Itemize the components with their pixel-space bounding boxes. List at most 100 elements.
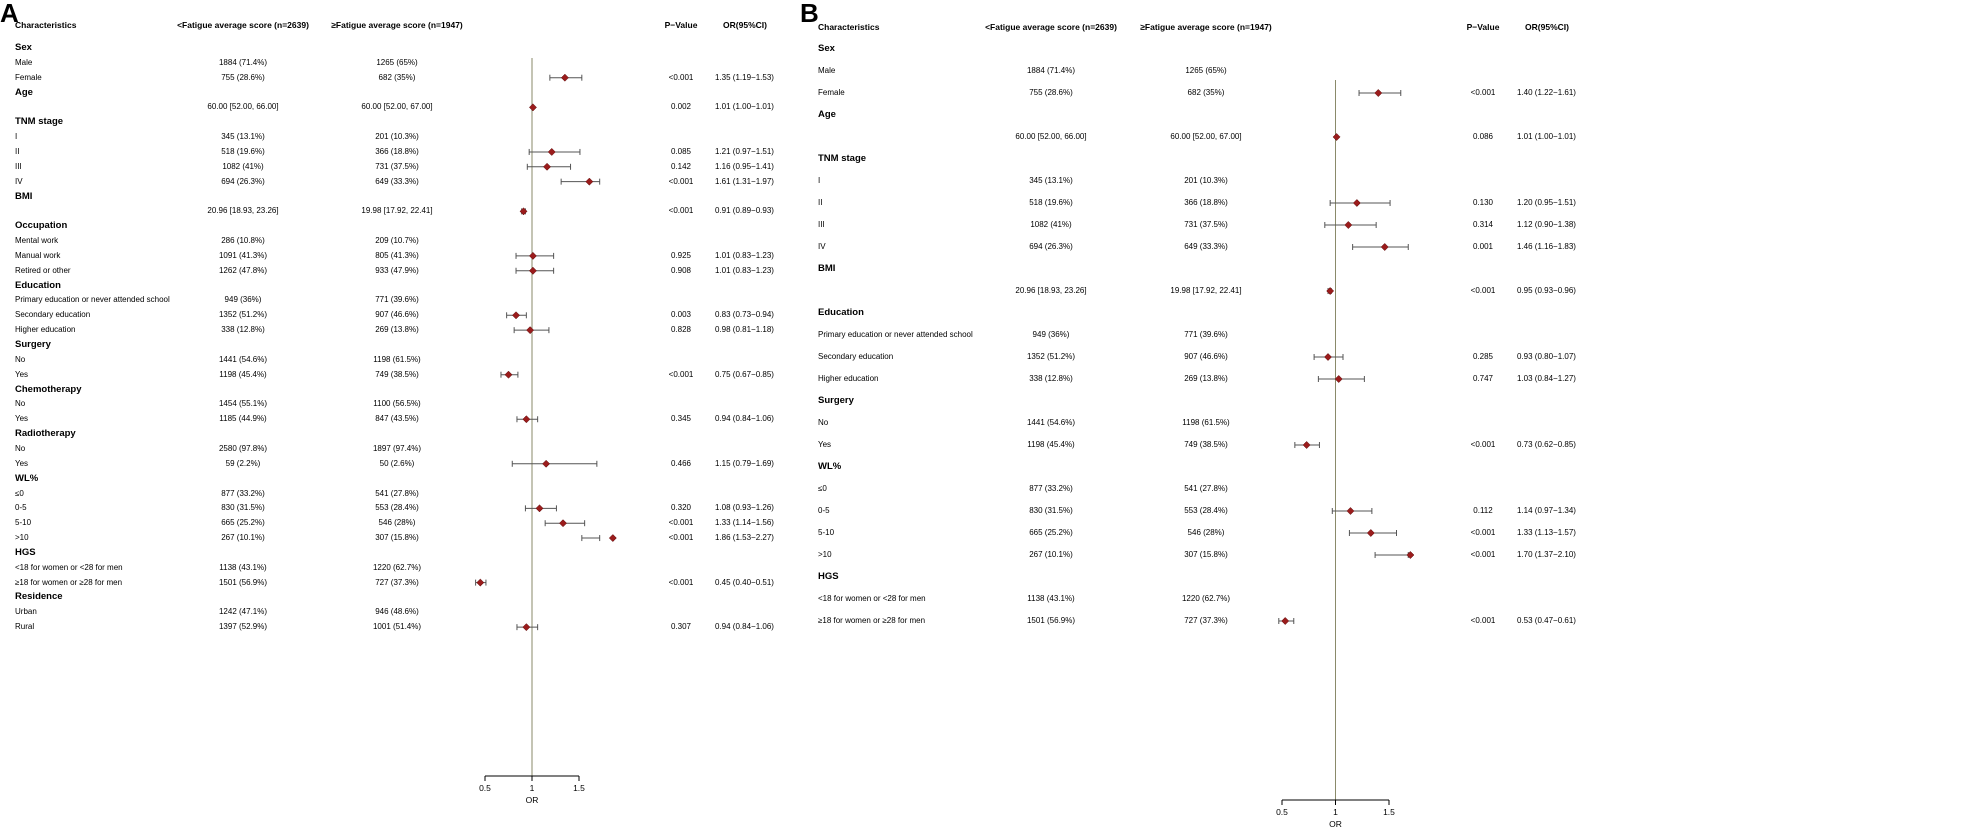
or-point-marker [512,311,520,320]
table-row: Female 755 (28.6%) 682 (35%) <0.001 1.35 (1.… [0,71,790,85]
row-label: 5-10 [15,518,32,528]
or-point-marker [1334,375,1343,383]
low-fatigue-value: 1082 (41%) [1030,220,1072,229]
section-label: Residence [15,591,63,603]
high-fatigue-value: 553 (28.4%) [1184,506,1228,515]
or-ci-value: 0.53 (0.47−0.61) [1517,616,1576,625]
high-fatigue-value: 1001 (51.4%) [372,622,422,632]
low-fatigue-value: 1397 (52.9%) [218,622,268,632]
table-row: I 345 (13.1%) 201 (10.3%) [800,174,1968,188]
row-label: Female [15,72,42,82]
p-value: 0.320 [670,503,692,513]
row-label: No [818,418,829,427]
panel-a: A Characteristics <Fatigue average score (… [0,0,790,830]
high-fatigue-value: 1265 (65%) [376,57,418,67]
p-value: <0.001 [668,206,694,216]
table-row: Manual work 1091 (41.3%) 805 (41.3%) 0.925 1… [0,249,790,263]
or-ci-value: 1.03 (0.84−1.27) [1517,374,1576,383]
low-fatigue-value: 755 (28.6%) [221,72,265,82]
row-label: I [15,132,18,142]
or-ci-value: 0.95 (0.93−0.96) [1517,286,1576,295]
low-fatigue-value: 949 (36%) [1032,330,1070,339]
row-label: Primary education or never attended scho… [15,295,170,305]
high-fatigue-value: 731 (37.5%) [1184,220,1228,229]
p-value: 0.314 [1472,220,1494,229]
p-value: <0.001 [668,369,694,379]
section-header-row: Residence [0,590,790,604]
or-point-marker [528,251,537,260]
or-point-marker [543,162,551,171]
or-point-marker [504,370,513,379]
header-p: P−Value [664,20,698,30]
table-row: ≥18 for women or ≥28 for men 1501 (56.9%)… [800,614,1968,628]
table-row: No 2580 (97.8%) 1897 (97.4%) [0,442,790,456]
p-value: <0.001 [668,577,694,587]
section-header-row: Education [800,306,1968,320]
table-row: ≤0 877 (33.2%) 541 (27.8%) [0,487,790,501]
section-header-row: Occupation [0,219,790,233]
table-row: No 1441 (54.6%) 1198 (61.5%) [800,416,1968,430]
section-label: Sex [818,43,835,54]
p-value: <0.001 [668,176,694,186]
row-label: Yes [15,458,29,468]
low-fatigue-value: 59 (2.2%) [225,458,261,468]
row-label: ≤0 [15,488,24,498]
table-row: Urban 1242 (47.1%) 946 (48.6%) [0,605,790,619]
high-fatigue-value: 1198 (61.5%) [373,354,421,364]
high-fatigue-value: 682 (35%) [378,72,416,82]
high-fatigue-value: 749 (38.5%) [375,369,419,379]
or-point-marker [1374,89,1383,97]
section-header-row: Sex [0,41,790,55]
table-row: Secondary education 1352 (51.2%) 907 (46.6… [0,308,790,322]
or-point-marker [476,578,485,587]
or-ci-value: 1.46 (1.16−1.83) [1517,242,1576,251]
or-ci-value: 1.01 (0.83−1.23) [715,250,774,260]
or-ci-value: 1.61 (1.31−1.97) [715,176,774,186]
p-value: 0.307 [670,622,692,632]
section-header-row: TNM stage [800,152,1968,166]
low-fatigue-value: 1352 (51.2%) [218,310,268,320]
table-row: Yes 1198 (45.4%) 749 (38.5%) <0.001 0.75 (0.… [0,368,790,382]
or-point-marker [560,73,569,82]
row-label: II [818,198,823,207]
x-tick-label: 1 [1333,807,1338,817]
row-label: I [818,176,821,185]
high-fatigue-value: 682 (35%) [1187,88,1225,97]
section-label: Sex [15,42,32,53]
low-fatigue-value: 1138 (43.1%) [219,562,267,572]
low-fatigue-value: 755 (28.6%) [1029,88,1073,97]
table-row: Yes 59 (2.2%) 50 (2.6%) 0.466 1.15 (0.79−1.6… [0,457,790,471]
section-header-row: BMI [0,190,790,204]
section-label: Education [818,307,864,318]
section-header-row: Radiotherapy [0,427,790,441]
table-row: Rural 1397 (52.9%) 1001 (51.4%) 0.307 0.94 (… [0,620,790,634]
or-ci-value: 0.94 (0.84−1.06) [715,414,774,424]
section-header-row: Age [800,108,1968,122]
or-ci-value: 0.45 (0.40−0.51) [715,577,774,587]
high-fatigue-value: 946 (48.6%) [375,607,419,617]
table-row: Male 1884 (71.4%) 1265 (65%) [800,64,1968,78]
or-point-marker [526,326,535,335]
p-value: 0.142 [670,161,692,171]
table-row: 0-5 830 (31.5%) 553 (28.4%) 0.112 1.14 (0.97… [800,504,1968,518]
p-value: 0.925 [670,250,692,260]
row-label: No [15,443,26,453]
or-point-marker [519,207,528,216]
section-header-row: Sex [800,42,1968,56]
table-row: >10 267 (10.1%) 307 (15.8%) <0.001 1.86 (1.5… [0,531,790,545]
table-row: >10 267 (10.1%) 307 (15.8%) <0.001 1.70 (1.3… [800,548,1968,562]
high-fatigue-value: 1897 (97.4%) [372,443,422,453]
or-point-marker [585,177,594,186]
header-low: <Fatigue average score (n=2639) [177,20,309,30]
table-row: Higher education 338 (12.8%) 269 (13.8%) 0.… [0,323,790,337]
low-fatigue-value: 267 (10.1%) [221,533,265,543]
low-fatigue-value: 665 (25.2%) [221,518,265,528]
low-fatigue-value: 1884 (71.4%) [218,57,268,67]
p-value: <0.001 [668,533,694,543]
row-label: Secondary education [15,310,91,320]
high-fatigue-value: 201 (10.3%) [375,132,419,142]
section-header-row: HGS [800,570,1968,584]
low-fatigue-value: 1501 (56.9%) [218,577,268,587]
row-label: Female [818,88,845,97]
table-row: <18 for women or <28 for men 1138 (43.1%)… [800,592,1968,606]
